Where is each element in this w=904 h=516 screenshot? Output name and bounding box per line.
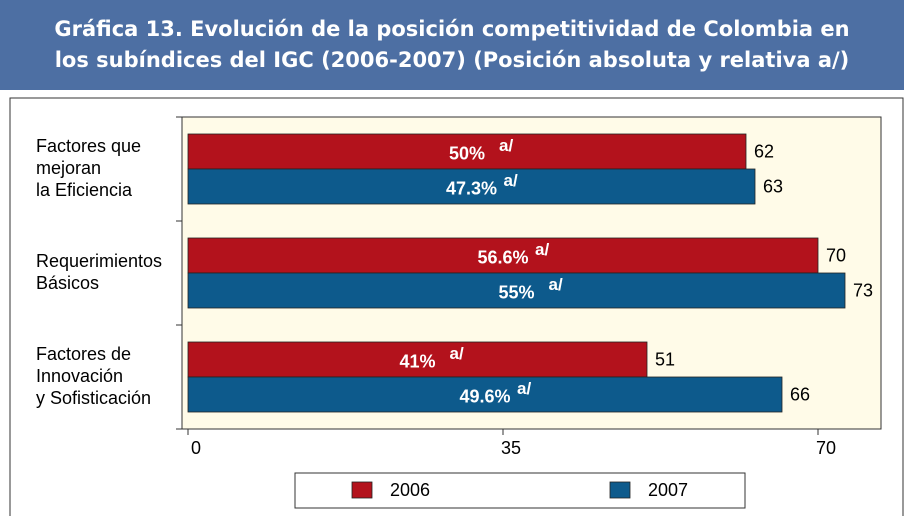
category-line: Factores que [36,136,141,156]
relative-label: 49.6% [459,386,510,406]
legend-swatch [609,481,631,499]
x-tick-label: 70 [816,438,836,458]
x-tick-label: 0 [191,438,201,458]
value-label: 66 [790,384,810,404]
value-label: 63 [763,176,783,196]
note-label: a/ [535,240,549,259]
value-label: 51 [655,349,675,369]
note-label: a/ [504,171,518,190]
note-label: a/ [450,344,464,363]
category-line: mejoran [36,158,101,178]
category-label: Factores que mejoran la Eficiencia [36,136,141,200]
relative-label: 56.6% [477,247,528,267]
value-label: 62 [754,141,774,161]
relative-label: 41% [399,351,435,371]
category-line: Innovación [36,366,123,386]
chart-frame [9,97,904,516]
category-label: Requerimientos Básicos [36,251,162,293]
value-label: 70 [826,245,846,265]
category-line: Requerimientos [36,251,162,271]
category-line: la Eficiencia [36,180,133,200]
category-label: Factores de Innovación y Sofisticación [36,344,151,408]
legend-label: 2007 [648,480,688,500]
bar [187,376,783,413]
chart-title: Gráfica 13. Evolución de la posición com… [54,17,850,72]
note-label: a/ [499,136,513,155]
category-line: Factores de [36,344,131,364]
bar [187,168,756,205]
bar [187,272,846,309]
legend-label: 2006 [390,480,430,500]
value-label: 73 [853,280,873,300]
header-band [0,0,904,90]
relative-label: 47.3% [446,178,497,198]
note-label: a/ [549,275,563,294]
x-tick-label: 35 [501,438,521,458]
category-line: Básicos [36,273,99,293]
bar [187,341,648,378]
bar [187,237,819,274]
relative-label: 50% [449,143,485,163]
relative-label: 55% [498,282,534,302]
category-line: y Sofisticación [36,388,151,408]
note-label: a/ [517,379,531,398]
legend-swatch [351,481,373,499]
